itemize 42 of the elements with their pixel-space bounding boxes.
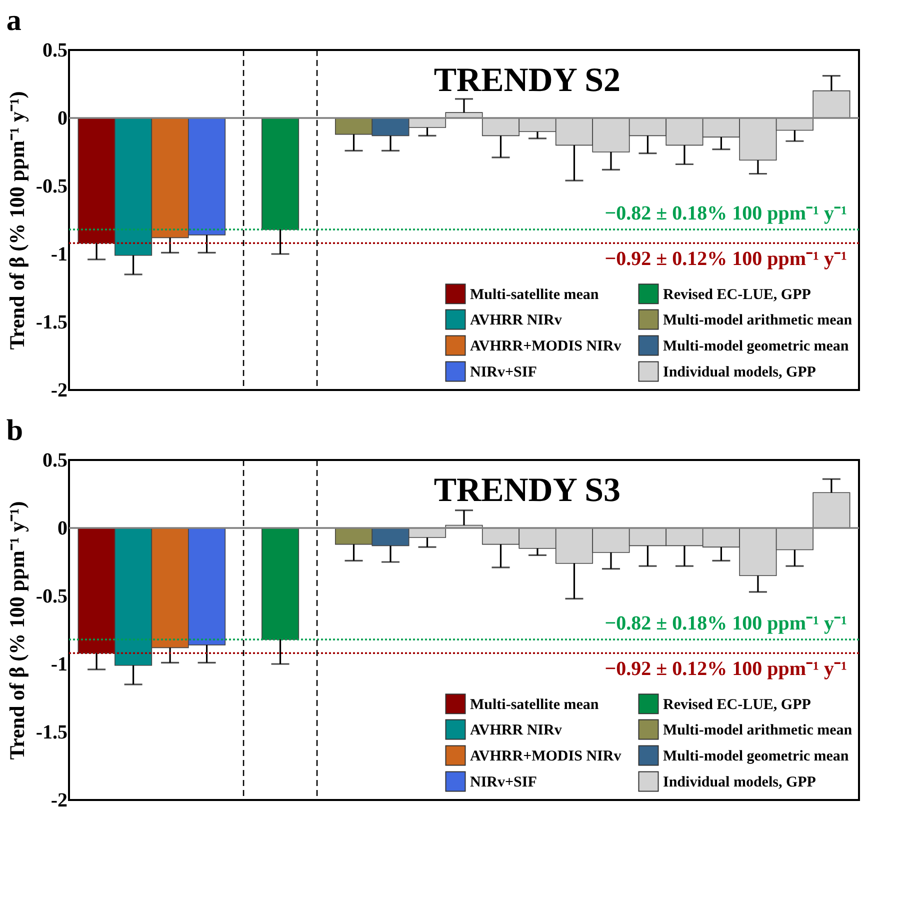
- y-tick-label: -2: [50, 790, 68, 812]
- ref-line-label: −0.82 ± 0.18% 100 ppm⁻¹ y⁻¹: [604, 202, 847, 225]
- bar: [262, 118, 300, 230]
- y-tick-label: -1.5: [36, 722, 68, 744]
- legend-label: AVHRR+MODIS NIRv: [470, 338, 622, 354]
- y-axis-title: Trend of β (% 100 ppm⁻¹ y⁻¹): [4, 91, 29, 350]
- ref-line-label: −0.92 ± 0.12% 100 ppm⁻¹ y⁻¹: [604, 248, 847, 270]
- bar: [812, 492, 850, 528]
- y-tick-label: -0.5: [36, 176, 68, 198]
- legend-label: AVHRR+MODIS NIRv: [470, 748, 622, 764]
- text: a: [6, 4, 22, 37]
- legend-label: Individual models, GPP: [663, 364, 816, 380]
- legend-label: Revised EC-LUE, GPP: [663, 286, 811, 303]
- legend-label: NIRv+SIF: [470, 364, 537, 380]
- legend-label: AVHRR NIRv: [470, 722, 562, 738]
- ref-line-label: −0.92 ± 0.12% 100 ppm⁻¹ y⁻¹: [604, 658, 847, 680]
- y-tick-label: 0.5: [42, 450, 68, 472]
- legend-label: Revised EC-LUE, GPP: [663, 696, 811, 713]
- y-tick-label: -1.5: [36, 312, 68, 334]
- legend-label: Multi-model geometric mean: [663, 338, 850, 354]
- y-tick-label: 0: [58, 108, 68, 130]
- y-axis-title: Trend of β (% 100 ppm⁻¹ y⁻¹): [4, 501, 29, 760]
- chart-title: TRENDY S3: [434, 472, 621, 509]
- legend-label: NIRv+SIF: [470, 774, 537, 790]
- bar: [262, 528, 300, 640]
- y-tick-label: -1: [50, 654, 68, 676]
- legend-label: AVHRR NIRv: [470, 312, 562, 328]
- y-tick-label: -2: [50, 380, 68, 402]
- legend-label: Multi-satellite mean: [470, 286, 600, 303]
- text: b: [6, 414, 24, 447]
- legend-label: Individual models, GPP: [663, 774, 816, 790]
- ref-line-label: −0.82 ± 0.18% 100 ppm⁻¹ y⁻¹: [604, 612, 847, 635]
- y-tick-label: -1: [50, 244, 68, 266]
- bar: [812, 90, 850, 118]
- legend-label: Multi-model arithmetic mean: [663, 312, 853, 328]
- y-tick-label: 0: [58, 518, 68, 540]
- chart-title: TRENDY S2: [434, 62, 621, 99]
- legend-label: Multi-satellite mean: [470, 696, 600, 713]
- legend-label: Multi-model arithmetic mean: [663, 722, 853, 738]
- y-tick-label: 0.5: [42, 40, 68, 62]
- legend-label: Multi-model geometric mean: [663, 748, 850, 764]
- y-tick-label: -0.5: [36, 586, 68, 608]
